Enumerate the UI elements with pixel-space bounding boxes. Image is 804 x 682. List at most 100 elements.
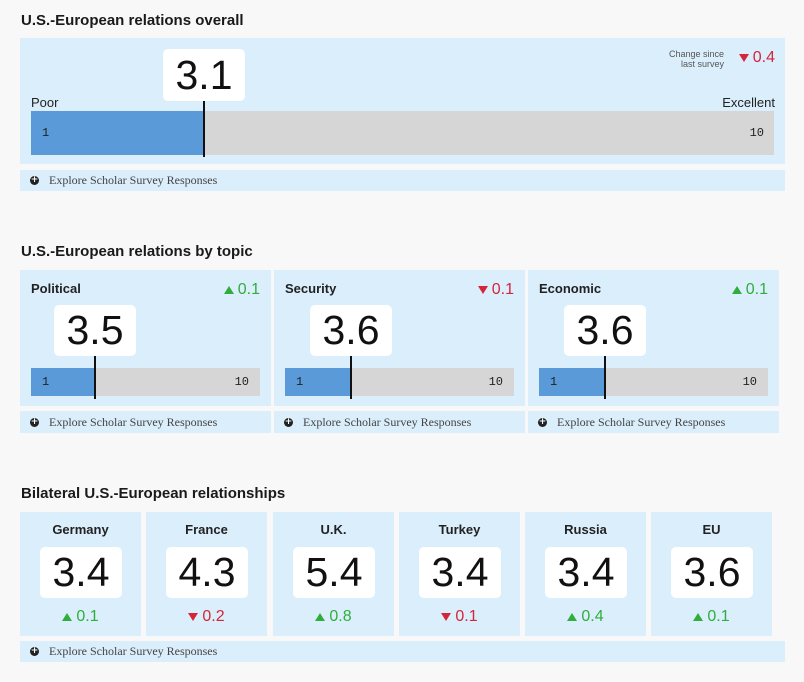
- topic-score-marker: [350, 352, 352, 399]
- topic-explore-button[interactable]: + Explore Scholar Survey Responses: [274, 411, 525, 433]
- topic-change-indicator: 0.1: [731, 281, 768, 299]
- up-arrow-icon: [693, 613, 704, 621]
- country-score-value: 5.4: [293, 547, 375, 598]
- country-score-value: 3.4: [545, 547, 627, 598]
- country-card[interactable]: Turkey 3.4 0.1: [399, 512, 520, 636]
- country-change-value: 0.1: [76, 608, 99, 625]
- country-name: Germany: [52, 522, 109, 537]
- country-change-indicator: 0.1: [399, 608, 520, 626]
- up-arrow-icon: [731, 286, 742, 294]
- country-card[interactable]: France 4.3 0.2: [146, 512, 267, 636]
- overall-change-indicator: 0.4: [738, 49, 775, 67]
- country-change-value: 0.4: [581, 608, 604, 625]
- topic-change-indicator: 0.1: [223, 281, 260, 299]
- plus-circle-icon: +: [30, 416, 39, 427]
- bar-min-label: 1: [296, 375, 304, 389]
- country-score-value: 4.3: [166, 547, 248, 598]
- overall-score-value: 3.1: [163, 49, 245, 101]
- scale-label-poor: Poor: [31, 95, 59, 110]
- topic-score-fill: [31, 368, 95, 396]
- change-since-caption: Change since last survey: [668, 49, 724, 69]
- topic-score-marker: [94, 352, 96, 399]
- topic-score-bar: 1 10: [285, 368, 514, 396]
- topic-score-fill: [285, 368, 352, 396]
- overall-change-value: 0.4: [752, 49, 775, 66]
- country-change-value: 0.1: [707, 608, 730, 625]
- up-arrow-icon: [223, 286, 234, 294]
- topic-change-value: 0.1: [491, 281, 514, 298]
- country-name: U.K.: [320, 522, 347, 537]
- country-change-indicator: 0.1: [651, 608, 772, 626]
- topic-card-economic: Economic 0.1 1 10 3.6: [528, 270, 779, 406]
- country-score-value: 3.4: [40, 547, 122, 598]
- bar-max-label: 10: [488, 375, 503, 389]
- bar-max-label: 10: [742, 375, 757, 389]
- country-score-value: 3.6: [671, 547, 753, 598]
- topic-score-marker: [604, 352, 606, 399]
- country-change-value: 0.2: [202, 608, 225, 625]
- topic-score-bar: 1 10: [539, 368, 768, 396]
- country-change-indicator: 0.1: [20, 608, 141, 626]
- country-card[interactable]: Russia 3.4 0.4: [525, 512, 646, 636]
- explore-label: Explore Scholar Survey Responses: [557, 414, 726, 429]
- country-score-value: 3.4: [419, 547, 501, 598]
- topic-card-political: Political 0.1 1 10 3.5: [20, 270, 271, 406]
- up-arrow-icon: [315, 613, 326, 621]
- country-change-indicator: 0.4: [525, 608, 646, 626]
- topic-card-security: Security 0.1 1 10 3.6: [274, 270, 525, 406]
- down-arrow-icon: [441, 613, 452, 621]
- country-change-indicator: 0.8: [273, 608, 394, 626]
- topic-explore-button[interactable]: + Explore Scholar Survey Responses: [528, 411, 779, 433]
- overall-panel: Change since last survey 0.4 Poor Excell…: [20, 38, 785, 164]
- overall-score-bar: 1 10: [31, 111, 774, 155]
- country-card[interactable]: EU 3.6 0.1: [651, 512, 772, 636]
- country-change-value: 0.1: [455, 608, 478, 625]
- overall-score-marker: [203, 100, 205, 157]
- country-name: EU: [702, 522, 721, 537]
- explore-label: Explore Scholar Survey Responses: [49, 644, 218, 658]
- topic-name: Economic: [539, 281, 602, 296]
- country-change-indicator: 0.2: [146, 608, 267, 626]
- topic-explore-button[interactable]: + Explore Scholar Survey Responses: [20, 411, 271, 433]
- country-card[interactable]: U.K. 5.4 0.8: [273, 512, 394, 636]
- country-name: Turkey: [438, 522, 481, 537]
- country-name: Russia: [564, 522, 607, 537]
- bar-max-label: 10: [749, 126, 764, 140]
- topics-section-title: U.S.-European relations by topic: [21, 243, 253, 260]
- bilateral-explore-button[interactable]: + Explore Scholar Survey Responses: [20, 641, 785, 662]
- plus-circle-icon: +: [284, 416, 293, 427]
- bar-min-label: 1: [42, 375, 50, 389]
- country-card[interactable]: Germany 3.4 0.1: [20, 512, 141, 636]
- bar-min-label: 1: [550, 375, 558, 389]
- topic-name: Political: [31, 281, 81, 296]
- topic-name: Security: [285, 281, 337, 296]
- plus-circle-icon: +: [30, 175, 39, 185]
- topic-score-value: 3.6: [564, 305, 646, 356]
- overall-explore-button[interactable]: + Explore Scholar Survey Responses: [20, 170, 785, 191]
- explore-label: Explore Scholar Survey Responses: [49, 173, 218, 187]
- explore-label: Explore Scholar Survey Responses: [49, 414, 218, 429]
- down-arrow-icon: [477, 286, 488, 294]
- up-arrow-icon: [62, 613, 73, 621]
- plus-circle-icon: +: [30, 646, 39, 656]
- topic-change-indicator: 0.1: [477, 281, 514, 299]
- overall-section-title: U.S.-European relations overall: [21, 12, 244, 29]
- plus-circle-icon: +: [538, 416, 547, 427]
- bar-max-label: 10: [234, 375, 249, 389]
- topic-change-value: 0.1: [745, 281, 768, 298]
- topic-score-bar: 1 10: [31, 368, 260, 396]
- topic-score-value: 3.5: [54, 305, 136, 356]
- overall-score-fill: [31, 111, 205, 155]
- bar-min-label: 1: [42, 126, 50, 140]
- country-name: France: [185, 522, 228, 537]
- scale-label-excellent: Excellent: [722, 95, 775, 110]
- down-arrow-icon: [188, 613, 199, 621]
- country-change-value: 0.8: [329, 608, 352, 625]
- bilateral-section-title: Bilateral U.S.-European relationships: [21, 485, 286, 502]
- topic-score-fill: [539, 368, 606, 396]
- up-arrow-icon: [567, 613, 578, 621]
- topic-score-value: 3.6: [310, 305, 392, 356]
- down-arrow-icon: [738, 54, 749, 62]
- explore-label: Explore Scholar Survey Responses: [303, 414, 472, 429]
- topic-change-value: 0.1: [237, 281, 260, 298]
